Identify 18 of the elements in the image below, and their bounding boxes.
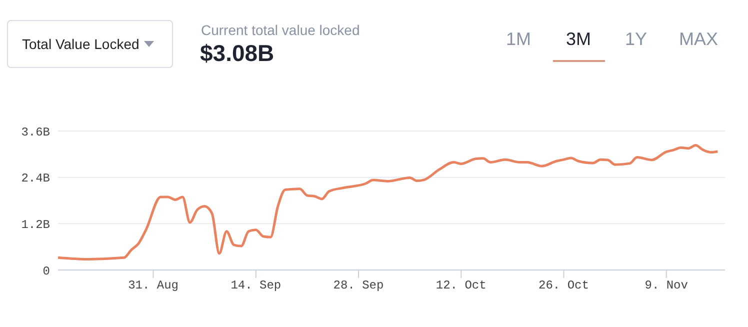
text: 1Y [625, 29, 648, 50]
x-tick-label: 14. Sep [230, 278, 282, 293]
dropdown-field: Total Value Locked [7, 20, 173, 68]
x-tick-label: 31. Aug [128, 278, 178, 293]
x-tick-label: 9. Nov [644, 278, 688, 293]
x-tick-label: 12. Oct [436, 278, 486, 293]
text: 3M [566, 29, 592, 50]
text: 1M [506, 29, 532, 50]
y-tick-label: 0 [42, 264, 50, 278]
x-tick-label: 28. Sep [333, 278, 384, 293]
y-tick-label: 2.4B [21, 172, 50, 186]
text: MAX [679, 29, 718, 50]
y-tick-label: 3.6B [21, 125, 50, 140]
x-tick-label: 26. Oct [538, 278, 589, 293]
chart-subtitle: $3.08B [200, 40, 274, 67]
line-series [58, 144, 719, 260]
chart-title: Current total value locked [201, 22, 360, 38]
y-tick-label: 1.2B [21, 218, 50, 232]
